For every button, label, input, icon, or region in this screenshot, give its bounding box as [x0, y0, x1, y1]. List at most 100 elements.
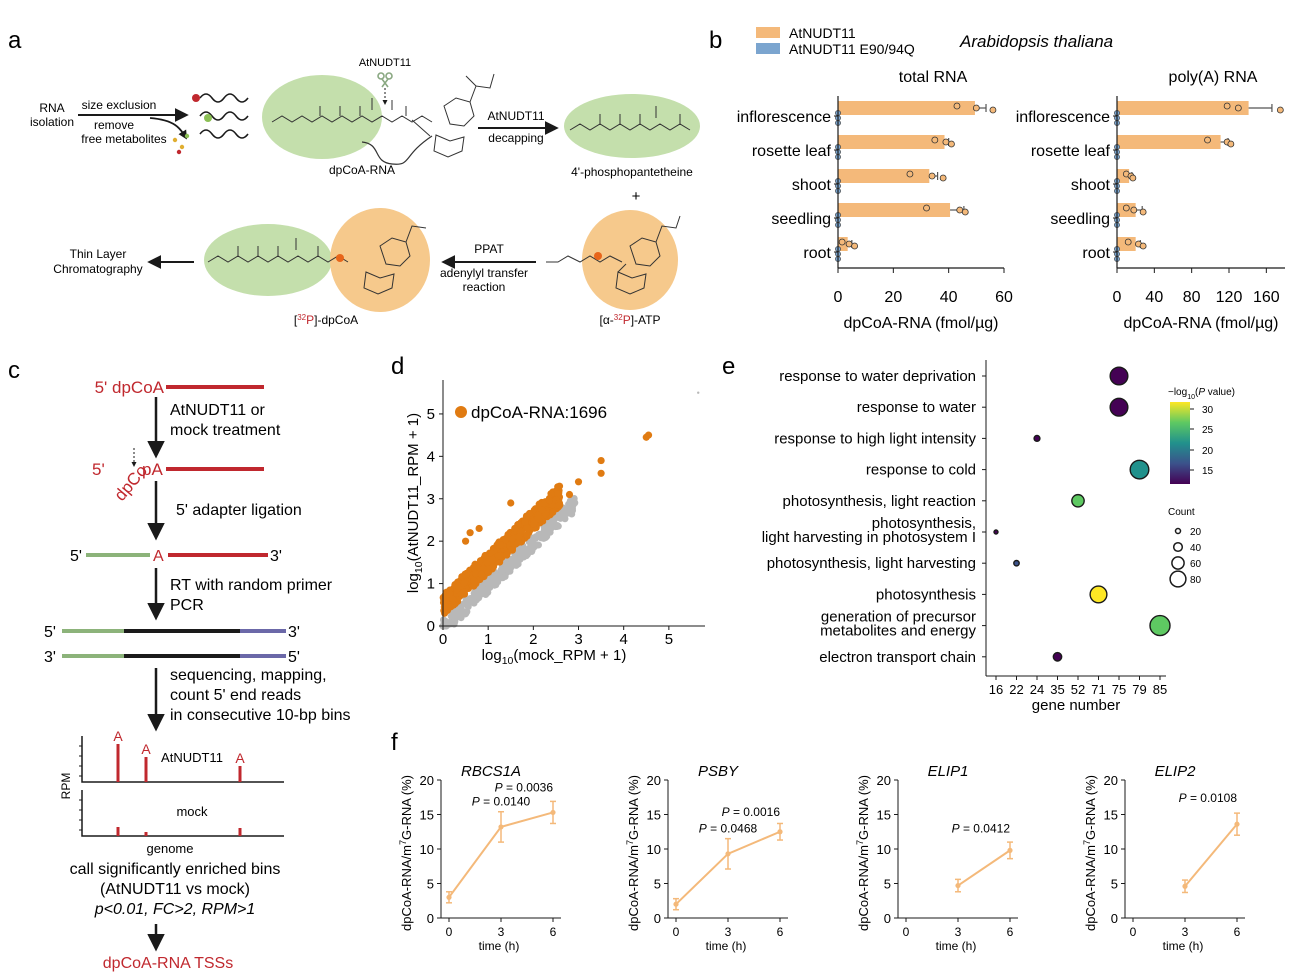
- free-metabolites-label: free metabolites: [81, 132, 166, 146]
- data-point: [939, 174, 947, 182]
- bubble: [1071, 493, 1085, 508]
- legend-swatch-blue: [756, 43, 780, 54]
- size-legend-circle: [1172, 541, 1184, 553]
- category-label: root: [1082, 245, 1110, 262]
- chart-f-psby: 0 5 10 15 20 0 3 6 time (h) dpCoA-RNA/m7G-RNA (%)…: [625, 763, 788, 953]
- chart-b-total: total RNA inflorescence rosette leaf shoot s…: [737, 69, 1013, 332]
- chart-title: poly(A) RNA: [1169, 69, 1258, 86]
- category-label: seedling: [1050, 211, 1110, 228]
- x-tick-label: 0: [446, 925, 453, 939]
- bubble: [1149, 614, 1171, 637]
- x-tick-label: 40: [940, 289, 958, 306]
- y-axis-label-part: 10: [413, 561, 425, 573]
- category-label: root: [803, 245, 831, 262]
- y-tick-label: 0: [884, 911, 891, 926]
- colorbar: [1170, 402, 1190, 484]
- enzyme-label: AtNUDT11: [487, 109, 544, 123]
- dpcoa-rna-point: [503, 551, 511, 559]
- x-tick-label: 40: [1145, 289, 1163, 306]
- legend-label: dpCoA-RNA:1696: [471, 403, 607, 422]
- background-point: [507, 555, 515, 563]
- panel-label-e: e: [722, 353, 735, 380]
- labeled-dpcoa-label: [32P]-dpCoA: [294, 313, 358, 327]
- p-value-text: = 0.0412: [960, 821, 1011, 835]
- scissors-enzyme-label: AtNUDT11: [359, 57, 411, 69]
- dpcoa-rna-point: [535, 500, 543, 508]
- y-axis-label: log10(AtNUDT11_RPM + 1): [405, 413, 425, 593]
- p-value-p: P: [722, 805, 730, 819]
- dpcoa-rna-point: [534, 511, 542, 519]
- go-term-label: photosynthesis: [876, 586, 976, 603]
- panel-e: e response to water deprivationresponse …: [722, 353, 1235, 714]
- step3-line1: RT with random primer: [170, 577, 333, 594]
- y-tick-label: 5: [1111, 877, 1118, 892]
- dpcoa-rna-point: [507, 499, 515, 507]
- go-term-label: photosynthesis, light reaction: [783, 493, 976, 510]
- data-point: [446, 894, 452, 900]
- y-tick-label: 10: [877, 842, 891, 857]
- y-axis-label-part: 7: [855, 840, 865, 845]
- y-axis-label-part: dpCoA-RNA/m: [626, 845, 641, 931]
- colorbar-title-part: 10: [1187, 394, 1195, 401]
- background-point: [557, 514, 565, 522]
- x-axis-label: time (h): [479, 939, 520, 953]
- y-axis-label-part: dpCoA-RNA/m: [399, 845, 414, 931]
- legend-label-wt: AtNUDT11: [789, 25, 856, 41]
- cap-dot: [204, 114, 212, 122]
- colorbar-title-part: (: [1195, 387, 1199, 398]
- panel-label-d: d: [391, 353, 404, 380]
- data-point: [961, 208, 969, 216]
- data-point: [1007, 847, 1013, 853]
- background-point: [549, 517, 557, 525]
- x-tick-label: 3: [1182, 925, 1189, 939]
- y-axis-label-part: G-RNA (%): [856, 775, 871, 840]
- data-point: [923, 204, 930, 212]
- panel-c: c 5' dpCoA AtNUDT11 or mock treatment 5'…: [8, 357, 351, 972]
- data-point: [953, 102, 961, 110]
- bar: [838, 135, 945, 149]
- dpcoa-rna-point: [446, 590, 454, 598]
- product-oval: [564, 94, 700, 158]
- dpcoa-rna-point: [521, 518, 529, 526]
- y-tick-label: 5: [427, 406, 435, 423]
- step4-line3: in consecutive 10-bp bins: [170, 707, 351, 724]
- p-value-text: = 0.0108: [1187, 791, 1238, 805]
- x-tick-label: 0: [903, 925, 910, 939]
- dpcoa-rna-point: [469, 563, 478, 572]
- x-tick-label: 60: [995, 289, 1013, 306]
- x-tick-label: 0: [1130, 925, 1137, 939]
- track2-label: mock: [176, 804, 208, 819]
- x-tick-label: 160: [1253, 289, 1280, 306]
- colorbar-title-part: P: [1198, 387, 1205, 398]
- y-tick-label: 20: [420, 773, 434, 788]
- background-point: [535, 531, 543, 539]
- background-point: [450, 618, 458, 626]
- dpcoa-rna-point: [461, 537, 470, 545]
- y-axis-label-part: 7: [1082, 840, 1092, 845]
- p-value-annotation: P = 0.0016: [722, 805, 781, 819]
- p-value-text: = 0.0016: [730, 805, 781, 819]
- five-prime-label: 5': [92, 460, 105, 479]
- colorbar-title: −log10(P value): [1168, 387, 1235, 401]
- background-point: [553, 523, 561, 531]
- y-axis-label-part: 7: [625, 840, 635, 845]
- background-point: [473, 592, 481, 600]
- x-tick-label: 3: [725, 925, 732, 939]
- background-point: [515, 548, 523, 556]
- metabolite-dot: [184, 133, 190, 139]
- call-line3: p<0.01, FC>2, RPM>1: [94, 901, 256, 918]
- y-tick-label: 20: [647, 773, 661, 788]
- bar: [1117, 135, 1221, 149]
- labeled-dpcoa-oval-green: [204, 224, 332, 296]
- data-point: [956, 206, 964, 214]
- x-tick-label: 3: [574, 631, 582, 648]
- x-tick-label: 16: [989, 682, 1003, 697]
- chart-title: ELIP1: [928, 763, 969, 780]
- go-term-label: light harvesting in photosystem I: [762, 529, 976, 546]
- genome-label: genome: [147, 841, 194, 856]
- y-axis-label-part: log: [405, 573, 422, 593]
- data-point: [1130, 206, 1138, 214]
- labeled-dpcoa-oval-orange: [330, 208, 430, 312]
- data-point: [777, 829, 783, 835]
